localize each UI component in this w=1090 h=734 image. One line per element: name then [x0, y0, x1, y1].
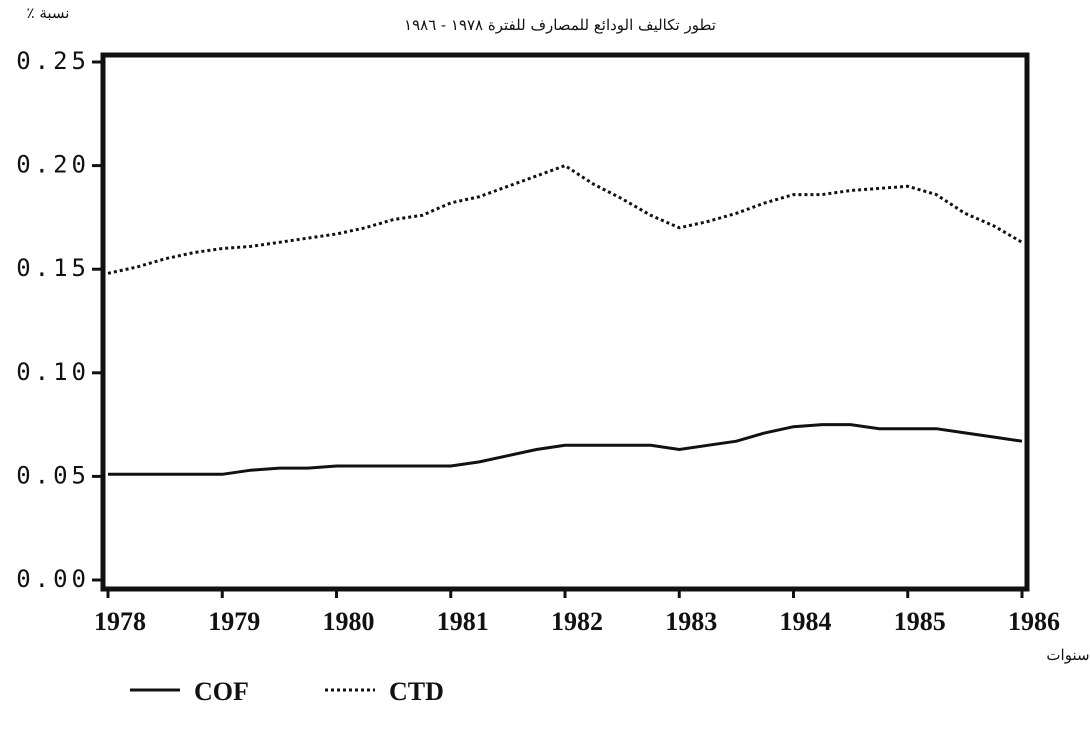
y-tick-label: 0.15 [16, 254, 90, 282]
x-tick-label: 1981 [437, 607, 489, 636]
x-tick-label: 1980 [323, 607, 375, 636]
series-line [108, 423, 1023, 476]
y-tick-label: 0.25 [16, 47, 90, 75]
plot-frame [100, 52, 1030, 592]
y-tick-label: 0.05 [16, 461, 90, 489]
y-tick-label: 0.00 [16, 565, 90, 593]
y-axis-label: نسبة ٪ [27, 4, 70, 22]
y-tick-label: 0.10 [16, 358, 90, 386]
x-tick-label: 1985 [894, 607, 946, 636]
x-tick-label: 1984 [780, 607, 832, 636]
legend-label: CTD [389, 677, 444, 706]
y-tick-label: 0.20 [16, 151, 90, 179]
x-tick-label: 1986 [1008, 607, 1060, 636]
x-tick-label: 1983 [665, 607, 717, 636]
x-tick-label: 1979 [208, 607, 260, 636]
x-tick-label: 1978 [94, 607, 146, 636]
x-tick-label: 1982 [551, 607, 603, 636]
x-axis-label: سنوات [1046, 646, 1089, 664]
series-line [107, 163, 1023, 275]
chart-title: تطور تكاليف الودائع للمصارف للفترة ١٩٧٨ … [404, 16, 716, 34]
legend-label: COF [194, 677, 249, 706]
